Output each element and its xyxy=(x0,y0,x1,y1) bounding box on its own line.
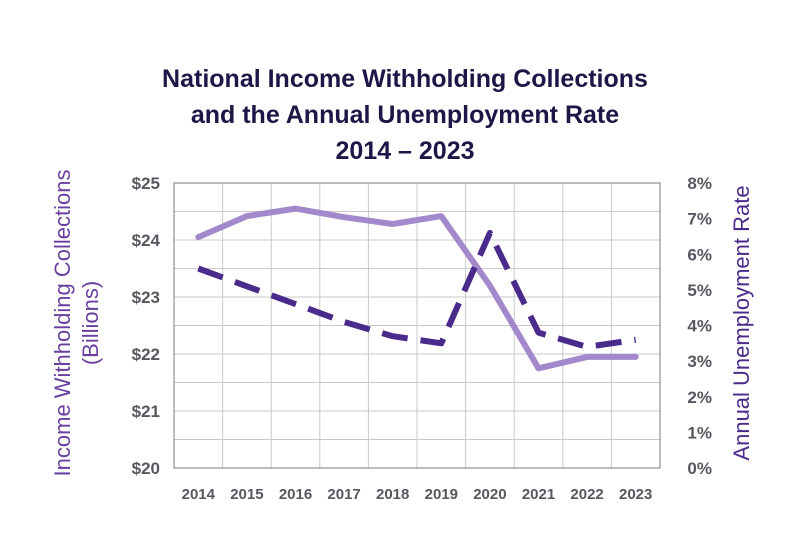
data-point-income xyxy=(487,283,493,289)
left-axis-label-line-1: Income Withholding Collections xyxy=(50,170,75,477)
data-point-unemployment xyxy=(244,283,250,289)
right-axis-tick-label: 3% xyxy=(687,352,712,371)
chart-title-line-3: 2014 – 2023 xyxy=(335,137,474,165)
left-axis-label-line-2: (Billions) xyxy=(78,281,103,365)
data-point-income xyxy=(244,213,250,219)
left-axis-tick-label: $23 xyxy=(132,288,160,307)
right-axis-tick-label: 5% xyxy=(687,281,712,300)
data-point-income xyxy=(293,206,299,212)
series-line-unemployment-rate xyxy=(197,229,637,350)
plot-grid xyxy=(173,182,661,469)
data-point-unemployment xyxy=(536,330,542,336)
x-axis-tick-label: 2020 xyxy=(473,486,506,503)
x-axis-tick-label: 2021 xyxy=(522,486,555,503)
data-point-unemployment xyxy=(584,344,590,350)
right-axis-tick-label: 2% xyxy=(687,388,712,407)
right-axis-tick-label: 6% xyxy=(687,245,712,264)
data-point-unemployment xyxy=(487,230,493,236)
data-point-unemployment xyxy=(293,301,299,307)
data-point-unemployment xyxy=(438,340,444,346)
data-point-unemployment xyxy=(341,319,347,325)
left-axis-tick-label: $22 xyxy=(132,345,160,364)
plot-frame xyxy=(173,182,661,469)
x-axis-tick-label: 2017 xyxy=(327,486,360,503)
data-point-income xyxy=(438,213,444,219)
data-series xyxy=(195,205,639,372)
x-axis-tick-label: 2022 xyxy=(570,486,603,503)
x-axis-tick-label: 2015 xyxy=(230,486,263,503)
data-point-income xyxy=(584,354,590,360)
right-axis-tick-label: 8% xyxy=(687,174,712,193)
right-axis-tick-label: 7% xyxy=(687,210,712,229)
x-axis-tick-label: 2016 xyxy=(279,486,312,503)
chart-title-line-2: and the Annual Unemployment Rate xyxy=(191,101,619,129)
right-axis-label: Annual Unemployment Rate xyxy=(729,185,754,460)
data-point-income xyxy=(195,234,201,240)
chart-title-line-1: National Income Withholding Collections xyxy=(162,65,648,93)
x-axis-tick-label: 2014 xyxy=(182,486,216,503)
axis-ticks: $20 $21 $22 $23 $24 $25 0% 1% 2% 3% 4% 5% 6% 7% 8% 2014… xyxy=(132,174,712,503)
right-axis-tick-label: 0% xyxy=(687,459,712,478)
x-axis-tick-label: 2019 xyxy=(425,486,458,503)
data-point-unemployment xyxy=(195,266,201,272)
left-axis-tick-label: $21 xyxy=(132,402,160,421)
data-point-income xyxy=(633,354,639,360)
data-point-income xyxy=(390,221,396,227)
data-point-unemployment xyxy=(633,337,639,343)
right-axis-tick-label: 1% xyxy=(687,423,712,442)
data-point-income xyxy=(341,214,347,220)
x-axis-tick-label: 2018 xyxy=(376,486,409,503)
right-axis-tick-label: 4% xyxy=(687,317,712,336)
left-axis-tick-label: $25 xyxy=(132,174,160,193)
data-point-unemployment xyxy=(390,333,396,339)
data-point-income xyxy=(536,365,542,371)
left-axis-tick-label: $24 xyxy=(132,231,161,250)
left-axis-tick-label: $20 xyxy=(132,459,160,478)
series-line-income-withholding xyxy=(195,205,639,372)
x-axis-tick-label: 2023 xyxy=(619,486,652,503)
